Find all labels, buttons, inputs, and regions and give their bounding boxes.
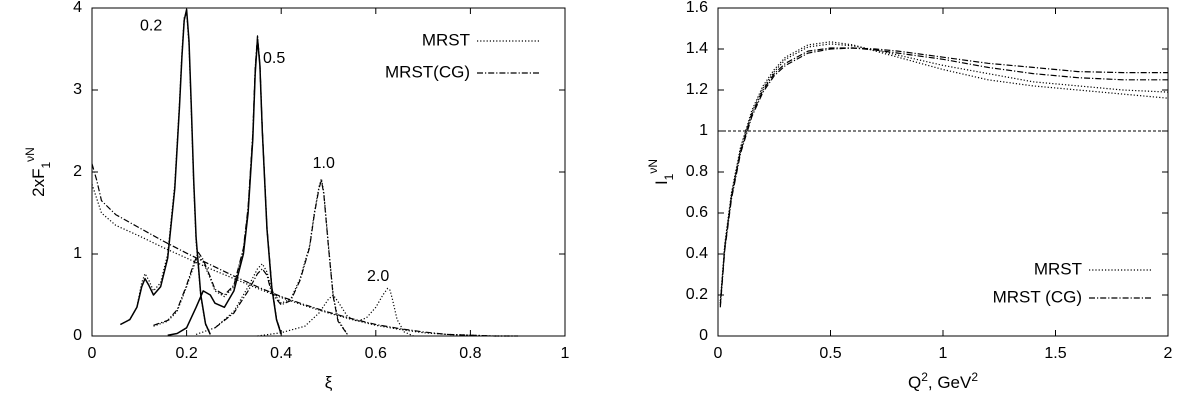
y-tick-label: 0	[73, 327, 82, 344]
x-axis-label-main: ξ	[325, 373, 333, 392]
y-tick-label: 2	[73, 163, 82, 180]
left-chart: 0 0.2 0.4 0.6 0.8 101234ξ2xF1νN0.20.51.02.0MR…	[23, 0, 570, 392]
series-line-0	[719, 41, 1169, 302]
series-line-1	[719, 43, 1169, 304]
series-line-0	[120, 8, 211, 335]
x-tick-label: 0.4	[270, 345, 292, 362]
legend-label: MRST	[422, 30, 470, 49]
series-line-5	[195, 178, 348, 335]
x-tick-label: 1.5	[1044, 345, 1066, 362]
y-axis-label-sup: νN	[646, 159, 660, 174]
legend: MRST MRST (CG)	[993, 259, 1152, 306]
y-tick-label: 0.8	[686, 163, 708, 180]
y-tick-label: 1.2	[686, 81, 708, 98]
curve-annotation: 1.0	[313, 155, 335, 172]
series-line-3	[719, 47, 1168, 308]
legend-label: MRST	[1034, 259, 1082, 278]
series-line-8	[91, 184, 518, 337]
x-tick-label: 0.2	[175, 345, 197, 362]
right-chart: 0 0.5 1 1.5 200.20.40.60.811.21.41.6Q2, GeV2…	[646, 0, 1173, 392]
curve-annotation: 0.5	[263, 50, 285, 67]
y-tick-label: 1	[699, 122, 708, 139]
x-axis-label-rest: , GeV	[928, 373, 972, 392]
series-line-7	[257, 287, 414, 337]
y-tick-label: 0.6	[686, 204, 708, 221]
x-tick-label: 0	[714, 345, 723, 362]
x-axis-label-sup: 2	[921, 370, 928, 384]
y-axis-label-sub: 1	[662, 173, 676, 180]
series-line-1	[120, 11, 211, 335]
y-tick-label: 1	[73, 245, 82, 262]
legend-label: MRST (CG)	[993, 287, 1082, 306]
x-axis-label-rest-sup: 2	[971, 370, 978, 384]
y-tick-label: 3	[73, 81, 82, 98]
y-axis-label: I1νN	[646, 159, 676, 185]
y-axis-label-main: I	[652, 180, 671, 185]
x-tick-label: 1	[939, 345, 948, 362]
x-tick-label: 0.8	[459, 345, 481, 362]
x-tick-label: 0.5	[819, 345, 841, 362]
x-tick-label: 0.6	[365, 345, 387, 362]
y-tick-label: 4	[73, 0, 82, 16]
series-line-6	[214, 179, 348, 335]
x-tick-label: 0	[88, 345, 97, 362]
y-tick-label: 0	[699, 327, 708, 344]
legend-label: MRST(CG)	[385, 62, 470, 81]
x-tick-label: 1	[561, 345, 570, 362]
curve-annotation: 0.2	[140, 17, 162, 34]
y-axis-label-main: 2xF	[29, 169, 48, 197]
y-axis-label: 2xF1νN	[23, 147, 53, 197]
y-tick-label: 0.4	[686, 245, 708, 262]
x-axis-label-main: Q	[908, 373, 921, 392]
y-axis-label-sub: 1	[39, 162, 53, 169]
y-axis-label-sup: νN	[23, 147, 37, 162]
y-tick-label: 1.6	[686, 0, 708, 16]
series-line-4	[153, 35, 282, 334]
series-line-9	[91, 163, 518, 337]
curve-annotation: 2.0	[367, 268, 389, 285]
x-axis-label: ξ	[325, 373, 333, 392]
x-tick-label: 2	[1164, 345, 1173, 362]
y-tick-label: 1.4	[686, 40, 708, 57]
y-tick-label: 0.2	[686, 286, 708, 303]
legend: MRST MRST(CG)	[385, 30, 540, 81]
x-axis-label: Q2, GeV2	[908, 370, 978, 392]
series-line-2	[719, 47, 1168, 306]
